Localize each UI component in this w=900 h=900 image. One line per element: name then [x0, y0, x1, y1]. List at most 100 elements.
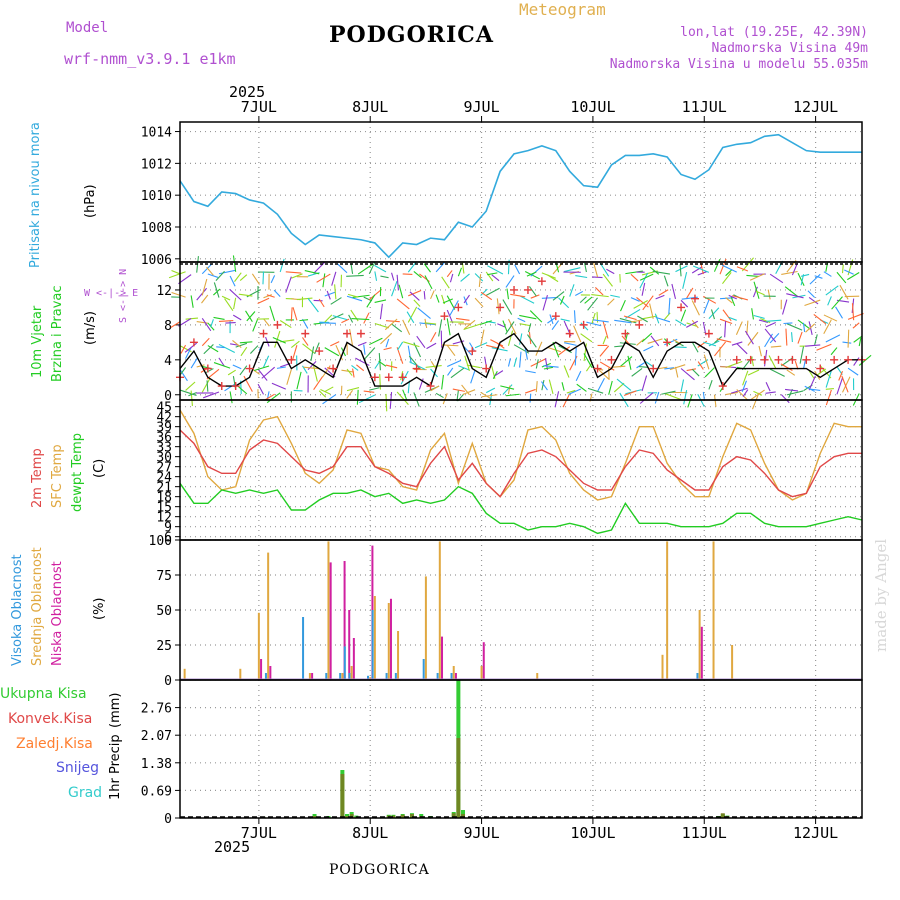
- wind-arrow: [478, 274, 482, 288]
- wind-arrow: [560, 318, 570, 322]
- mid-cloud-bar: [239, 668, 242, 680]
- wind-arrow: [485, 271, 494, 282]
- wind-arrow: [825, 388, 834, 390]
- wind-arrow: [542, 294, 548, 311]
- wind-arrow: [758, 319, 769, 323]
- wind-arrow: [639, 273, 654, 281]
- gust-mark: [189, 338, 198, 347]
- wind-arrow: [686, 368, 697, 372]
- wind-arrow: [363, 344, 366, 355]
- wind-arrow: [722, 309, 732, 322]
- wind-arrow: [232, 339, 242, 348]
- gust-mark: [774, 355, 783, 364]
- wind-arrow: [760, 318, 771, 324]
- wind-arrow: [463, 294, 470, 304]
- gust-mark: [663, 338, 672, 347]
- wind-arrow: [229, 288, 242, 301]
- wind-arrow: [714, 336, 723, 344]
- wind-arrow: [675, 319, 686, 327]
- wind-arrow: [559, 295, 565, 305]
- wind-arrow: [180, 344, 187, 354]
- wind-direction-legend-vertical: S <-|-> N: [118, 268, 129, 323]
- wind-arrow: [446, 318, 451, 336]
- wind-arrow: [463, 323, 481, 331]
- dewpt-line: [179, 482, 863, 535]
- low-cloud-bar: [441, 636, 444, 680]
- low-cloud-bar: [389, 598, 392, 680]
- wind-arrow: [765, 381, 771, 392]
- page-title: PODGORICA: [329, 22, 494, 48]
- temp-unit: (C): [92, 458, 107, 478]
- gust-mark: [635, 320, 644, 329]
- dewpt-label: dewpt Temp: [70, 432, 85, 512]
- wind-arrow: [447, 367, 454, 376]
- wind-arrow: [190, 357, 199, 369]
- low-cloud-bar: [482, 642, 485, 680]
- wind-arrow: [611, 365, 626, 368]
- wind-arrow: [374, 299, 387, 304]
- wind-arrow: [179, 369, 188, 382]
- wind-arrow: [769, 368, 785, 377]
- wind-arrow: [364, 347, 376, 360]
- wind-arrow: [314, 342, 320, 355]
- wind-arrow: [587, 297, 598, 311]
- wind-arrow: [502, 384, 513, 395]
- wind-arrow: [741, 380, 747, 392]
- wind-arrow: [831, 296, 843, 310]
- wind-arrow: [641, 332, 653, 343]
- wind-arrow: [374, 271, 378, 281]
- wind-arrow: [291, 340, 300, 349]
- coords-text: lon,lat (19.25E, 42.39N): [680, 25, 868, 40]
- wind-arrow: [591, 276, 603, 279]
- wind-arrow: [697, 271, 707, 276]
- wind-arrow: [190, 295, 194, 308]
- wind-arrow: [324, 314, 333, 323]
- wind-arrow: [239, 274, 248, 281]
- y-tick-label: 2.07: [141, 729, 172, 744]
- low-cloud-bar: [700, 626, 703, 680]
- low-cloud-bar: [269, 666, 272, 680]
- wind-arrow: [489, 392, 493, 406]
- mid-cloud-bar: [661, 654, 664, 680]
- wind-arrow: [517, 317, 526, 323]
- wind-arrow: [270, 275, 276, 284]
- wind-arrow: [385, 393, 388, 412]
- wind-arrow: [213, 288, 221, 296]
- wind-arrow: [780, 394, 790, 404]
- subtitle: Meteogram: [519, 0, 606, 19]
- wind-arrow: [240, 346, 248, 357]
- wind-arrow: [744, 330, 754, 345]
- wind-arrow: [291, 345, 298, 361]
- wind-arrow: [442, 298, 454, 304]
- high-cloud-bar: [325, 673, 328, 680]
- y-tick-label: 12: [156, 511, 172, 526]
- wind-arrow: [655, 294, 665, 300]
- wind-arrow: [230, 343, 239, 346]
- y-tick-label: 0: [164, 674, 172, 689]
- y-tick-label: 8: [164, 319, 172, 334]
- wind-arrow: [266, 294, 275, 298]
- wind-arrow: [703, 295, 717, 304]
- wind-arrow: [502, 299, 513, 315]
- wind-arrow: [858, 337, 862, 347]
- wind-arrow: [784, 286, 799, 298]
- wind-arrow: [786, 369, 796, 376]
- wind-arrow: [239, 365, 248, 376]
- wind-arrow: [185, 317, 199, 320]
- wind-arrow: [767, 289, 771, 300]
- wind-arrow: [561, 382, 565, 391]
- mid-cloud-bar: [536, 673, 539, 680]
- high-cloud-bar: [339, 673, 342, 680]
- wind-arrow: [269, 305, 276, 321]
- wind-arrow: [257, 368, 268, 381]
- gust-mark: [426, 382, 435, 391]
- wind-arrow: [708, 379, 713, 390]
- wind-arrow: [320, 389, 331, 395]
- wind-arrow: [703, 354, 710, 370]
- wind-arrow: [513, 357, 518, 367]
- day-label-top: 7JUL: [241, 98, 277, 116]
- mid-cloud-bar: [308, 673, 311, 680]
- wind-arrow: [664, 392, 682, 401]
- wind-arrow: [599, 345, 610, 357]
- wind-arrow: [391, 280, 398, 297]
